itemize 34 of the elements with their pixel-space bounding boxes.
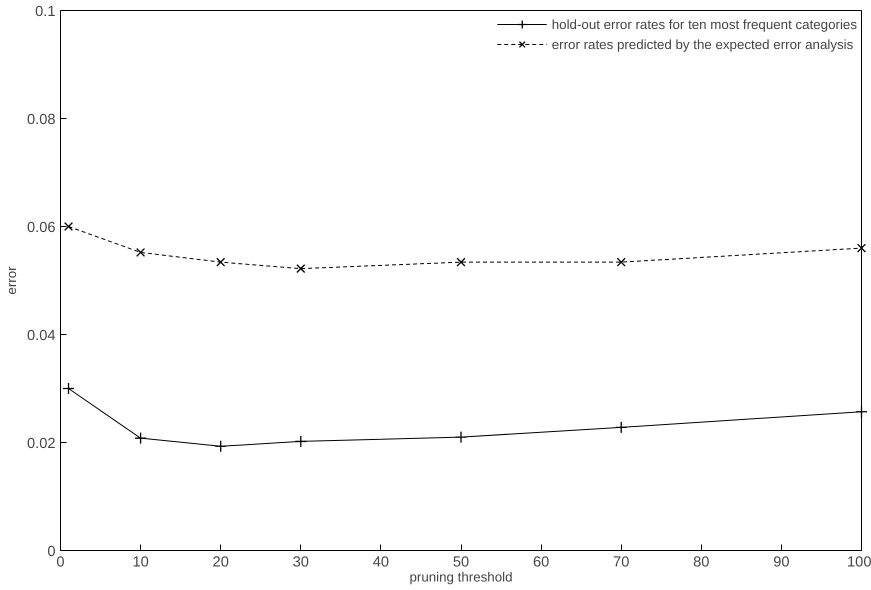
point: [216, 258, 226, 267]
legend-label: error rates predicted by the expected error analysis: [552, 36, 854, 52]
point: [62, 382, 75, 395]
x-tick-label: 20: [212, 554, 229, 570]
y-tick-label: 0.04: [26, 328, 56, 344]
point: [64, 222, 74, 232]
y-axis-title: error: [4, 266, 19, 295]
x-tick-label: 30: [292, 554, 309, 570]
x-tick-label: 90: [773, 554, 790, 570]
x-tick-label: 50: [452, 554, 470, 570]
x-tick-label: 70: [613, 554, 630, 570]
x-tick-label: 60: [532, 554, 550, 570]
point: [214, 440, 227, 452]
y-tick-label: 0.06: [26, 220, 56, 236]
point: [296, 264, 306, 274]
point: [615, 421, 628, 434]
x-tick-label: 40: [372, 554, 390, 570]
point: [456, 258, 466, 267]
legend-label: hold-out error rates for ten most frequent categories: [552, 16, 857, 32]
x-tick-label: 80: [693, 554, 710, 570]
x-tick-label: 100: [847, 554, 871, 570]
point: [855, 406, 868, 418]
point: [134, 432, 147, 444]
y-tick-label: 0.08: [26, 112, 56, 128]
point: [454, 430, 468, 444]
x-tick-label: 10: [132, 554, 149, 570]
point: [294, 435, 307, 448]
y-tick-label: 0.02: [26, 436, 56, 452]
y-tick-label: 0: [47, 544, 56, 560]
point: [136, 248, 146, 257]
point: [616, 258, 626, 267]
y-tick-label: 0.1: [35, 4, 56, 20]
x-axis-title: pruning threshold: [410, 570, 513, 584]
point: [856, 244, 866, 253]
